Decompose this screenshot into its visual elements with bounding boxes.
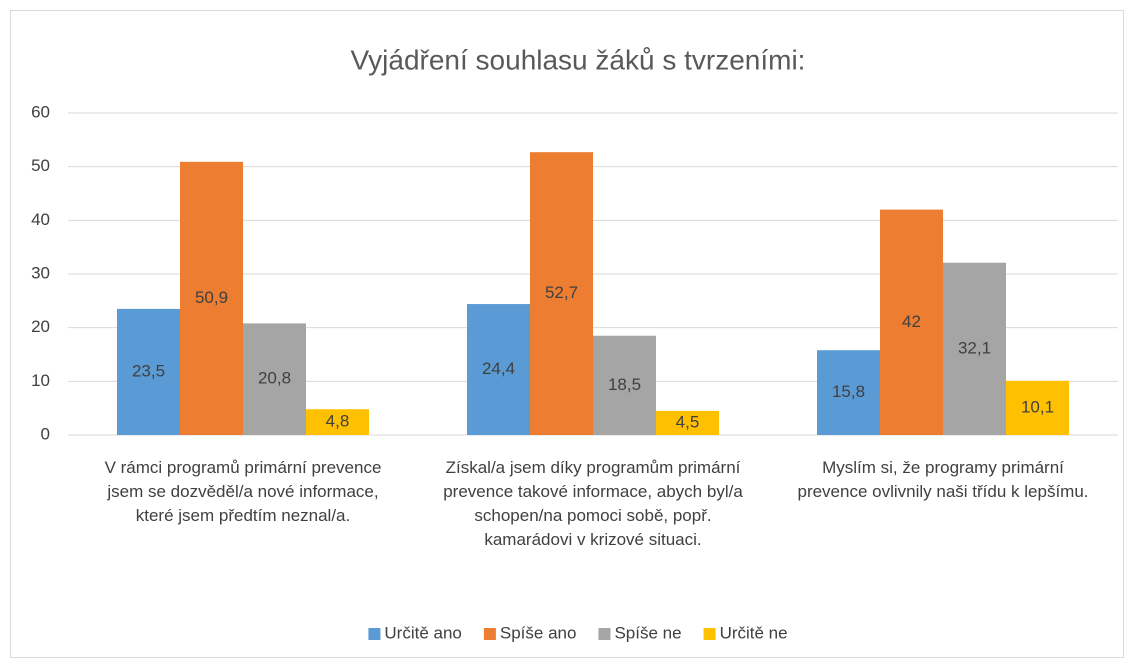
legend-swatch <box>703 628 716 640</box>
x-tick-label: Myslím si, že programy primární prevence… <box>797 458 1089 501</box>
legend-label: Určitě ano <box>384 623 461 642</box>
data-label: 18,5 <box>608 375 641 394</box>
bar <box>306 409 369 435</box>
data-label: 23,5 <box>132 361 165 380</box>
y-tick-label: 50 <box>31 156 50 175</box>
legend-swatch <box>368 628 381 640</box>
bar <box>1006 380 1069 435</box>
bar <box>817 350 880 435</box>
y-tick-label: 30 <box>31 263 50 282</box>
y-tick-label: 20 <box>31 317 50 336</box>
legend-label: Určitě ne <box>720 623 788 642</box>
y-tick-label: 60 <box>31 102 50 121</box>
data-label: 24,4 <box>482 359 515 378</box>
bar <box>880 209 943 435</box>
legend-label: Spíše ne <box>614 623 681 642</box>
x-tick-label: Získal/a jsem díky programům primární pr… <box>443 458 743 549</box>
data-label: 42 <box>902 312 921 331</box>
y-tick-label: 10 <box>31 371 50 390</box>
bar <box>180 161 243 435</box>
data-label: 10,1 <box>1021 397 1054 416</box>
data-label: 4,8 <box>326 412 350 431</box>
bar <box>530 152 593 435</box>
data-label: 15,8 <box>832 382 865 401</box>
legend-swatch <box>483 628 496 640</box>
chart-title: Vyjádření souhlasu žáků s tvrzeními: <box>351 44 806 75</box>
bar <box>656 410 719 435</box>
y-tick-label: 0 <box>41 424 50 443</box>
data-label: 4,5 <box>676 412 700 431</box>
bar <box>467 304 530 435</box>
data-label: 20,8 <box>258 369 291 388</box>
legend-label: Spíše ano <box>500 623 577 642</box>
data-label: 32,1 <box>958 338 991 357</box>
bar <box>117 308 180 435</box>
legend-swatch <box>598 628 611 640</box>
bar <box>243 323 306 435</box>
bar <box>943 262 1006 435</box>
y-tick-label: 40 <box>31 210 50 229</box>
bar <box>593 335 656 435</box>
data-label: 50,9 <box>195 288 228 307</box>
x-tick-label: V rámci programů primární prevence jsem … <box>104 458 382 525</box>
data-label: 52,7 <box>545 283 578 302</box>
